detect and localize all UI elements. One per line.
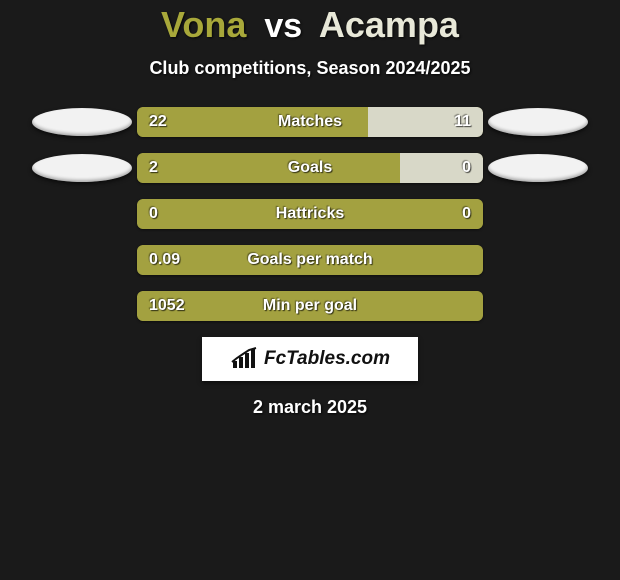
chart-icon xyxy=(230,347,258,371)
infographic-container: Vona vs Acampa Club competitions, Season… xyxy=(0,0,620,418)
left-badge-slot xyxy=(27,154,137,182)
stat-bar: 1052 Min per goal xyxy=(137,291,483,321)
stat-label: Hattricks xyxy=(276,205,344,223)
stat-label: Min per goal xyxy=(263,297,357,315)
date-text: 2 march 2025 xyxy=(0,397,620,418)
stat-row: 0 0 Hattricks xyxy=(0,199,620,229)
stat-row: 2 0 Goals xyxy=(0,153,620,183)
stat-value-left: 22 xyxy=(149,113,167,131)
stat-value-right: 11 xyxy=(454,113,471,131)
stat-row: 22 11 Matches xyxy=(0,107,620,137)
vs-text: vs xyxy=(264,7,302,45)
stat-bar: 0.09 Goals per match xyxy=(137,245,483,275)
brand-text: FcTables.com xyxy=(264,348,390,370)
stat-value-left: 1052 xyxy=(149,297,185,315)
stat-bar: 2 0 Goals xyxy=(137,153,483,183)
stat-row: 0.09 Goals per match xyxy=(0,245,620,275)
player2-name: Acampa xyxy=(319,4,459,45)
stat-label: Matches xyxy=(278,113,342,131)
team-badge-left xyxy=(32,154,132,182)
brand-box: FcTables.com xyxy=(202,337,418,381)
team-badge-right xyxy=(488,154,588,182)
team-badge-left xyxy=(32,108,132,136)
stat-row: 1052 Min per goal xyxy=(0,291,620,321)
bar-segment-left xyxy=(137,153,400,183)
player1-name: Vona xyxy=(161,4,246,45)
stat-label: Goals xyxy=(288,159,332,177)
left-badge-slot xyxy=(27,108,137,136)
team-badge-right xyxy=(488,108,588,136)
comparison-title: Vona vs Acampa xyxy=(0,4,620,46)
stat-bar: 22 11 Matches xyxy=(137,107,483,137)
stat-value-right: 0 xyxy=(462,205,471,223)
stat-value-right: 0 xyxy=(462,159,471,177)
stat-value-left: 2 xyxy=(149,159,158,177)
right-badge-slot xyxy=(483,154,593,182)
stat-bar: 0 0 Hattricks xyxy=(137,199,483,229)
stat-value-left: 0.09 xyxy=(149,251,180,269)
right-badge-slot xyxy=(483,108,593,136)
subtitle: Club competitions, Season 2024/2025 xyxy=(0,58,620,79)
stats-rows: 22 11 Matches 2 0 Goals 0 0 Hattricks 0.09 Goals p… xyxy=(0,107,620,321)
stat-value-left: 0 xyxy=(149,205,158,223)
stat-label: Goals per match xyxy=(247,251,372,269)
